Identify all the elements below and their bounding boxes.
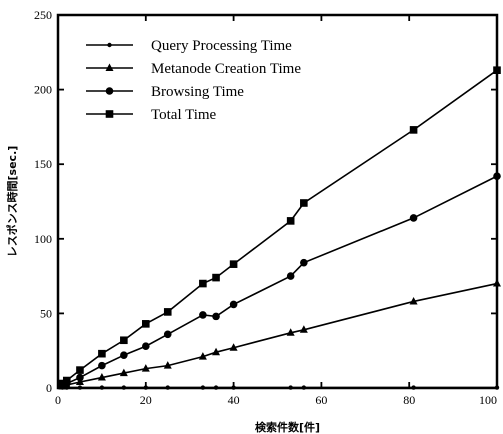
data-point-total-time [409,126,418,134]
data-point-total-time [163,308,172,316]
legend-item-query-processing-time: Query Processing Time [86,38,292,54]
x-tick-label: 60 [315,393,327,407]
x-tick-label: 80 [403,393,415,407]
y-tick-label: 0 [46,381,52,395]
legend-marker [105,63,114,71]
data-point-query-processing-time [121,385,127,390]
legend-label: Metanode Creation Time [151,61,301,77]
series-total-time [58,66,501,388]
data-point-metanode-creation-time [163,361,172,369]
x-tick-label: 20 [140,393,152,407]
legend-label: Query Processing Time [151,38,292,54]
data-point-browsing-time [212,312,220,321]
data-point-query-processing-time [213,385,219,390]
series-metanode-creation-time [58,279,501,390]
y-tick-label: 50 [40,306,52,320]
y-tick-label: 250 [34,8,52,22]
data-point-metanode-creation-time [212,347,221,356]
data-point-metanode-creation-time [299,325,308,333]
data-point-metanode-creation-time [141,364,150,372]
data-point-metanode-creation-time [409,296,418,305]
data-point-browsing-time [120,351,128,359]
data-point-query-processing-time [288,385,293,390]
legend-marker [105,87,114,95]
y-tick-label: 100 [34,232,52,246]
data-point-query-processing-time [77,385,83,390]
data-point-browsing-time [409,214,418,222]
x-tick-label: 0 [55,393,61,407]
series-line-browsing-time [62,175,498,386]
data-point-query-processing-time [143,385,148,390]
data-point-browsing-time [163,330,172,339]
data-point-total-time [98,349,106,358]
data-point-total-time [58,379,67,388]
series-line-metanode-creation-time [62,282,498,388]
series-layer [58,66,501,390]
x-tick-label: 100 [479,393,497,407]
data-point-metanode-creation-time [493,279,501,287]
data-point-total-time [300,199,308,207]
data-point-total-time [229,260,238,268]
data-point-query-processing-time [165,385,170,390]
x-tick-label: 40 [228,393,240,407]
data-point-total-time [199,279,207,288]
legend-label: Total Time [151,107,217,123]
data-point-total-time [286,217,295,225]
legend-item-total-time: Total Time [86,107,217,123]
data-point-browsing-time [286,272,295,280]
legend-item-metanode-creation-time: Metanode Creation Time [86,61,301,77]
legend: Query Processing Time Metanode Creation T… [86,38,301,123]
data-point-total-time [493,66,501,75]
y-axis-title: レスポンス時間[sec.] [5,146,19,258]
y-tick-label: 150 [34,157,52,171]
data-point-query-processing-time [411,385,416,390]
data-point-query-processing-time [301,385,307,390]
data-point-total-time [76,366,84,374]
data-point-browsing-time [229,300,238,309]
data-point-total-time [142,320,150,328]
data-point-total-time [212,273,220,282]
data-point-query-processing-time [494,385,500,390]
data-point-browsing-time [142,342,150,351]
data-point-metanode-creation-time [97,373,106,381]
data-point-browsing-time [98,361,106,370]
y-tick-label: 200 [34,83,52,97]
data-point-query-processing-time [231,385,236,390]
data-point-query-processing-time [200,385,206,390]
data-point-browsing-time [300,258,308,267]
data-point-metanode-creation-time [229,343,238,351]
data-point-browsing-time [493,172,501,180]
data-point-query-processing-time [99,385,105,390]
data-point-browsing-time [76,373,84,382]
legend-marker [107,42,112,48]
data-point-total-time [62,376,71,385]
legend-marker [105,110,114,118]
legend-label: Browsing Time [151,84,244,100]
data-point-metanode-creation-time [286,328,295,336]
legend-item-browsing-time: Browsing Time [86,84,244,100]
data-point-metanode-creation-time [198,352,207,360]
series-browsing-time [58,172,501,389]
data-point-total-time [120,336,128,345]
x-axis-title: 検索件数[件] [255,420,320,434]
data-point-metanode-creation-time [119,368,128,377]
data-point-browsing-time [199,311,207,319]
